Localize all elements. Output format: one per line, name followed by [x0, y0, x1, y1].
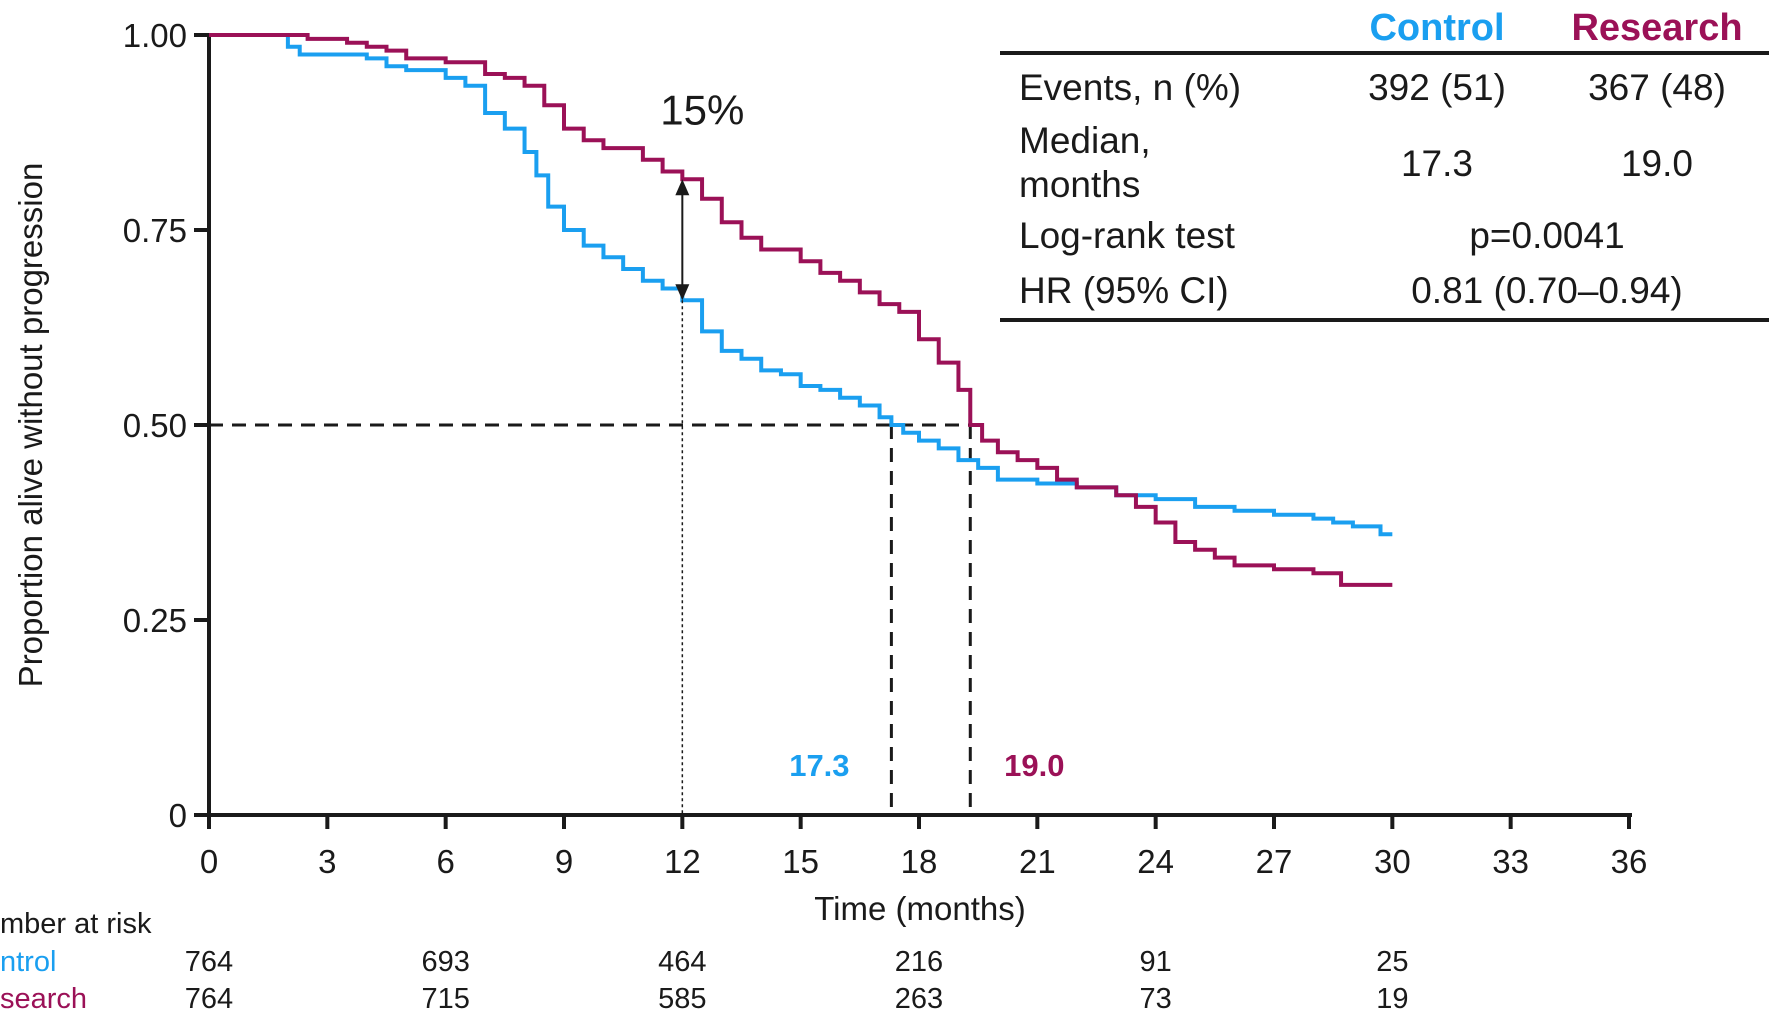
median-control: 17.3: [1401, 143, 1473, 184]
logrank-value: p=0.0041: [1469, 215, 1624, 256]
survival-curves: [209, 33, 1393, 587]
risk-value: 464: [658, 946, 706, 978]
risk-values: 764 693 464 216 91 25 764 715 585 263 73 19: [185, 946, 1409, 1012]
risk-value: 19: [1376, 983, 1408, 1012]
control-curve: [209, 33, 1393, 537]
difference-label: 15%: [660, 87, 744, 134]
research-curve: [209, 33, 1393, 587]
risk-table: mber at risk ntrol search 764 693 464 216 91…: [0, 908, 1408, 1012]
risk-value: 764: [185, 983, 233, 1012]
y-ticks: 0 0.25 0.50 0.75 1.00: [123, 17, 209, 834]
x-tick-label: 12: [664, 843, 701, 880]
y-tick-label: 0: [169, 797, 187, 834]
y-tick-label: 0.50: [123, 407, 187, 444]
y-tick-label: 0.25: [123, 602, 187, 639]
x-tick-label: 15: [782, 843, 819, 880]
risk-value: 216: [895, 946, 943, 978]
x-ticks: 0 3 6 9 12 15 18 21 24 27 30 33 36: [200, 815, 1648, 880]
risk-value: 25: [1376, 946, 1408, 978]
x-axis-label: Time (months): [814, 890, 1025, 927]
research-median-label: 19.0: [1004, 748, 1064, 783]
x-tick-label: 9: [555, 843, 573, 880]
x-tick-label: 36: [1611, 843, 1648, 880]
risk-value: 263: [895, 983, 943, 1012]
risk-value: 764: [185, 946, 233, 978]
control-median-label: 17.3: [789, 748, 849, 783]
x-tick-label: 6: [436, 843, 454, 880]
control-header: Control: [1369, 7, 1504, 49]
y-tick-label: 0.75: [123, 212, 187, 249]
research-header: Research: [1571, 7, 1742, 49]
arrow-up-icon: [675, 179, 690, 196]
median-label-line1: Median,: [1019, 120, 1151, 161]
median-label-line2: months: [1019, 164, 1140, 205]
risk-row-label-control: ntrol: [0, 946, 56, 978]
arrow-down-icon: [675, 284, 690, 301]
risk-value: 585: [658, 983, 706, 1012]
risk-value: 693: [421, 946, 469, 978]
median-reference-lines: [209, 423, 972, 815]
axes: 00.250.500.751.00 0 3 6 9 12 15 18 21 24 27 30 33 36: [123, 17, 1648, 880]
x-tick-label: 27: [1256, 843, 1293, 880]
y-axis-label: Proportion alive without progression: [12, 163, 49, 688]
risk-value: 73: [1140, 983, 1172, 1012]
x-tick-label: 30: [1374, 843, 1411, 880]
difference-annotation: [675, 179, 690, 815]
events-control: 392 (51): [1368, 67, 1506, 108]
risk-value: 715: [421, 983, 469, 1012]
risk-row-label-research: search: [0, 983, 87, 1012]
hr-label: HR (95% CI): [1019, 270, 1229, 311]
y-tick-label: 1.00: [123, 17, 187, 54]
events-label: Events, n (%): [1019, 67, 1241, 108]
x-tick-label: 24: [1137, 843, 1174, 880]
x-tick-label: 18: [901, 843, 938, 880]
risk-value: 91: [1140, 946, 1172, 978]
hr-value: 0.81 (0.70–0.94): [1411, 270, 1683, 311]
x-tick-label: 21: [1019, 843, 1056, 880]
x-tick-label: 0: [200, 843, 218, 880]
risk-table-title: mber at risk: [0, 908, 152, 940]
median-research: 19.0: [1621, 143, 1693, 184]
x-tick-label: 3: [318, 843, 336, 880]
logrank-label: Log-rank test: [1019, 215, 1236, 256]
events-research: 367 (48): [1588, 67, 1726, 108]
summary-table: Control Research Events, n (%) 392 (51) …: [1000, 7, 1769, 322]
x-tick-label: 33: [1492, 843, 1529, 880]
